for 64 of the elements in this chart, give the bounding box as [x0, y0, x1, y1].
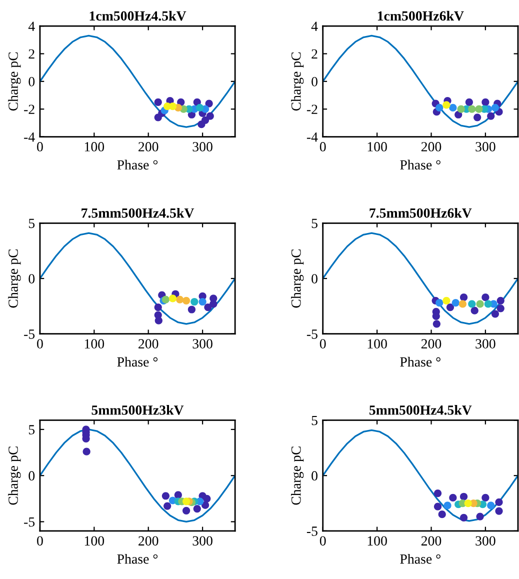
- x-tick-label: 100: [368, 142, 387, 152]
- x-tick-label: 200: [138, 142, 158, 152]
- y-tick-label: 0: [312, 274, 318, 284]
- x-tick-label: 100: [84, 142, 104, 152]
- x-axis-title: Phase °: [117, 356, 158, 367]
- y-tick-label: 0: [28, 471, 35, 481]
- y-axis-title: Charge pC: [291, 249, 304, 308]
- y-tick-label: -2: [306, 104, 318, 114]
- chart-title: 7.5mm500Hz6kV: [370, 208, 472, 218]
- y-tick-label: -4: [306, 132, 318, 142]
- x-tick-label: 0: [320, 142, 326, 152]
- x-axis-title: Phase °: [117, 554, 158, 564]
- y-tick-label: 0: [312, 471, 318, 481]
- chart-title: 1cm500Hz4.5kV: [90, 10, 186, 21]
- chart-title: 5mm500Hz4.5kV: [369, 405, 472, 415]
- y-tick-label: 4: [311, 22, 318, 31]
- x-tick-label: 0: [320, 339, 326, 348]
- x-axis-title: Phase °: [400, 554, 440, 564]
- y-axis-title: Charge pC: [8, 249, 21, 308]
- y-axis-title: Charge pC: [8, 52, 21, 111]
- x-axis-title: Phase °: [117, 160, 158, 170]
- x-tick-label: 100: [84, 339, 104, 348]
- y-tick-label: 5: [312, 416, 318, 426]
- chart-title: 5mm500Hz3kV: [92, 405, 184, 415]
- x-axis-title: Phase °: [400, 160, 440, 170]
- y-tick-label: 0: [28, 77, 35, 86]
- y-tick-label: -5: [24, 517, 35, 527]
- y-tick-label: -2: [24, 104, 34, 114]
- x-tick-label: 0: [37, 536, 43, 546]
- y-tick-label: 0: [312, 77, 318, 86]
- y-tick-label: 2: [28, 49, 34, 59]
- x-tick-label: 300: [476, 142, 496, 152]
- y-tick-label: -5: [24, 330, 35, 339]
- x-tick-label: 200: [138, 339, 158, 348]
- x-tick-label: 200: [421, 536, 442, 546]
- x-tick-label: 300: [192, 536, 212, 546]
- x-axis-title: Phase °: [400, 356, 440, 367]
- chart-title: 7.5mm500Hz4.5kV: [82, 208, 194, 218]
- x-tick-label: 200: [421, 339, 442, 348]
- x-tick-label: 0: [320, 536, 326, 546]
- x-tick-label: 300: [476, 536, 496, 546]
- y-tick-label: 2: [312, 49, 318, 59]
- y-tick-label: -4: [24, 132, 35, 142]
- y-tick-label: 5: [28, 218, 35, 228]
- y-tick-label: 0: [28, 274, 35, 284]
- x-tick-label: 100: [368, 536, 387, 546]
- y-axis-title: Charge pC: [8, 446, 21, 505]
- x-tick-label: 0: [37, 142, 43, 152]
- y-axis-title: Charge pC: [291, 52, 304, 111]
- x-tick-label: 200: [138, 536, 158, 546]
- x-tick-label: 300: [192, 339, 212, 348]
- x-tick-label: 0: [37, 339, 43, 348]
- chart-title: 1cm500Hz6kV: [378, 10, 464, 21]
- y-tick-label: -5: [306, 526, 318, 536]
- x-tick-label: 200: [421, 142, 442, 152]
- x-tick-label: 100: [84, 536, 104, 546]
- x-tick-label: 100: [368, 339, 387, 348]
- x-tick-label: 300: [192, 142, 212, 152]
- y-tick-label: -5: [306, 330, 318, 339]
- x-tick-label: 300: [476, 339, 496, 348]
- y-tick-label: 5: [28, 425, 35, 434]
- y-axis-title: Charge pC: [291, 446, 304, 505]
- y-tick-label: 5: [312, 218, 318, 228]
- y-tick-label: 4: [28, 22, 35, 31]
